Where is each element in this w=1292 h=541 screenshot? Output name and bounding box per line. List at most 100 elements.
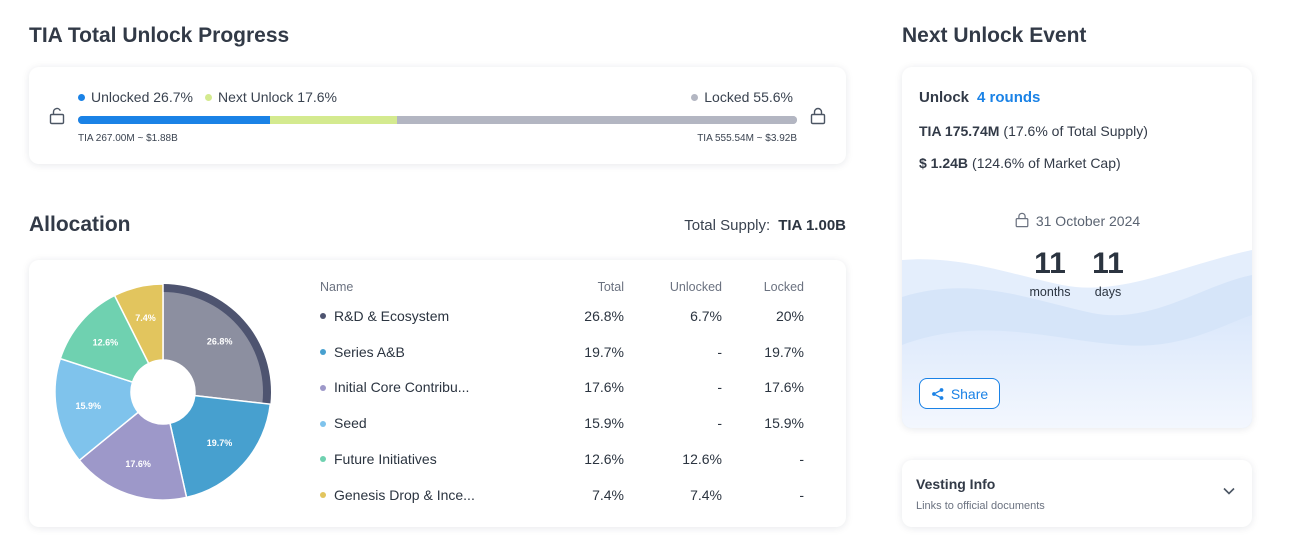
lock-icon <box>810 107 826 125</box>
row-unlocked: - <box>717 379 722 396</box>
row-name-text: Series A&B <box>334 343 405 360</box>
table-row[interactable]: Future Initiatives 12.6% 12.6% - <box>320 441 804 477</box>
months-label: months <box>1029 285 1071 299</box>
unlock-value: $ 1.24B <box>919 155 969 171</box>
unlock-progress-card: Unlocked 26.7% Next Unlock 17.6% Locked … <box>29 67 846 164</box>
row-total: 26.8% <box>584 307 624 324</box>
countdown-days: 11 days <box>1086 247 1130 299</box>
unlock-icon <box>49 107 65 125</box>
share-button[interactable]: Share <box>919 378 1000 409</box>
row-unlocked: 7.4% <box>690 486 722 503</box>
countdown-months: 11 months <box>1022 247 1078 299</box>
chevron-down-icon[interactable] <box>1222 486 1236 496</box>
unlocked-amount-note: TIA 267.00M ~ $1.88B <box>78 133 178 144</box>
progress-segment-locked <box>396 116 797 124</box>
unlock-date: 31 October 2024 <box>1035 213 1141 229</box>
row-color-dot <box>320 313 326 320</box>
column-header-total: Total <box>597 280 624 294</box>
row-total: 19.7% <box>584 343 624 360</box>
progress-legend-left: Unlocked 26.7% Next Unlock 17.6% <box>78 89 337 105</box>
total-supply-value: TIA 1.00B <box>778 217 846 234</box>
row-name: Genesis Drop & Ince... <box>320 477 560 513</box>
months-value: 11 <box>1034 247 1066 280</box>
next-unlock-legend: Next Unlock 17.6% <box>217 89 338 105</box>
column-header-name: Name <box>320 280 354 294</box>
row-locked: - <box>799 451 804 468</box>
allocation-donut-chart: 26.8% 19.7% 17.6% 15.9% 12.6% 7.4% <box>54 283 272 501</box>
share-icon <box>931 387 944 400</box>
row-name-text: R&D & Ecosystem <box>334 307 450 324</box>
allocation-title: Allocation <box>29 213 131 236</box>
row-color-dot <box>320 456 326 463</box>
table-row[interactable]: Initial Core Contribu... 17.6% - 17.6% <box>320 370 804 406</box>
unlock-amount-line: TIA 175.74M (17.6% of Total Supply) <box>919 123 1148 139</box>
pie-slice-label: 12.6% <box>93 337 119 347</box>
row-locked: 20% <box>775 307 804 324</box>
unlock-amount: TIA 175.74M <box>919 123 1000 139</box>
unlock-progress-bar <box>78 116 797 124</box>
row-name: Future Initiatives <box>320 441 560 477</box>
pie-slice-label: 7.4% <box>135 313 156 323</box>
pie-slice-label: 26.8% <box>207 336 233 346</box>
pie-slice-label: 19.7% <box>207 438 233 448</box>
progress-legend-right: Locked 55.6% <box>691 89 793 105</box>
progress-title: TIA Total Unlock Progress <box>29 24 290 47</box>
unlock-label: Unlock <box>919 89 970 106</box>
allocation-table: Name Total Unlocked Locked R&D & Ecosyst… <box>320 276 804 513</box>
unlocked-dot <box>78 93 85 101</box>
table-row[interactable]: R&D & Ecosystem 26.8% 6.7% 20% <box>320 298 804 334</box>
pie-slice-label: 17.6% <box>125 459 151 469</box>
vesting-subtitle: Links to official documents <box>916 500 1045 512</box>
vesting-info-card[interactable]: Vesting Info Links to official documents <box>902 460 1252 527</box>
progress-segment-unlocked <box>78 116 271 124</box>
share-label: Share <box>950 385 989 402</box>
row-locked: 19.7% <box>764 343 804 360</box>
unlocked-legend: Unlocked 26.7% <box>91 89 193 105</box>
row-name: Seed <box>320 405 560 441</box>
row-locked: - <box>799 486 804 503</box>
allocation-card: 26.8% 19.7% 17.6% 15.9% 12.6% 7.4% Name Total… <box>29 260 846 527</box>
next-unlock-card: Unlock 4 rounds TIA 175.74M (17.6% of Tota… <box>902 67 1252 428</box>
unlock-date-icon <box>1015 212 1029 228</box>
unlock-value-note: (124.6% of Market Cap) <box>972 155 1121 171</box>
vesting-title: Vesting Info <box>916 476 996 492</box>
total-supply-label: Total Supply: <box>684 217 771 234</box>
donut-hole <box>131 360 195 424</box>
row-unlocked: - <box>717 415 722 432</box>
row-name-text: Initial Core Contribu... <box>334 379 470 396</box>
pie-slice-label: 15.9% <box>76 401 102 411</box>
column-header-unlocked: Unlocked <box>669 280 722 294</box>
row-name: R&D & Ecosystem <box>320 298 560 334</box>
next-unlock-dot <box>204 93 212 101</box>
row-name: Series A&B <box>320 334 560 370</box>
rounds-link[interactable]: 4 rounds <box>977 89 1041 106</box>
locked-dot <box>691 93 699 101</box>
table-row[interactable]: Genesis Drop & Ince... 7.4% 7.4% - <box>320 477 804 513</box>
row-unlocked: 12.6% <box>682 451 722 468</box>
table-row[interactable]: Seed 15.9% - 15.9% <box>320 405 804 441</box>
row-locked: 17.6% <box>764 379 804 396</box>
days-label: days <box>1094 285 1122 299</box>
unlock-amount-note: (17.6% of Total Supply) <box>1003 123 1148 139</box>
row-color-dot <box>320 384 326 391</box>
row-locked: 15.9% <box>764 415 804 432</box>
row-color-dot <box>320 492 326 499</box>
row-name: Initial Core Contribu... <box>320 370 560 406</box>
table-header: Name Total Unlocked Locked <box>320 276 804 298</box>
row-total: 17.6% <box>584 379 624 396</box>
row-total: 7.4% <box>592 486 624 503</box>
column-header-locked: Locked <box>763 280 804 294</box>
row-color-dot <box>320 348 326 355</box>
progress-segment-next <box>270 116 397 124</box>
row-total: 12.6% <box>584 451 624 468</box>
row-unlocked: 6.7% <box>690 307 722 324</box>
row-name-text: Seed <box>334 415 367 432</box>
unlock-date-row: 31 October 2024 <box>902 212 1252 229</box>
row-name-text: Genesis Drop & Ince... <box>334 486 475 503</box>
row-name-text: Future Initiatives <box>334 451 437 468</box>
table-row[interactable]: Series A&B 19.7% - 19.7% <box>320 334 804 370</box>
days-value: 11 <box>1092 247 1124 280</box>
next-unlock-title: Next Unlock Event <box>902 24 1087 47</box>
row-color-dot <box>320 420 326 427</box>
unlock-rounds-line: Unlock 4 rounds <box>919 89 1040 106</box>
